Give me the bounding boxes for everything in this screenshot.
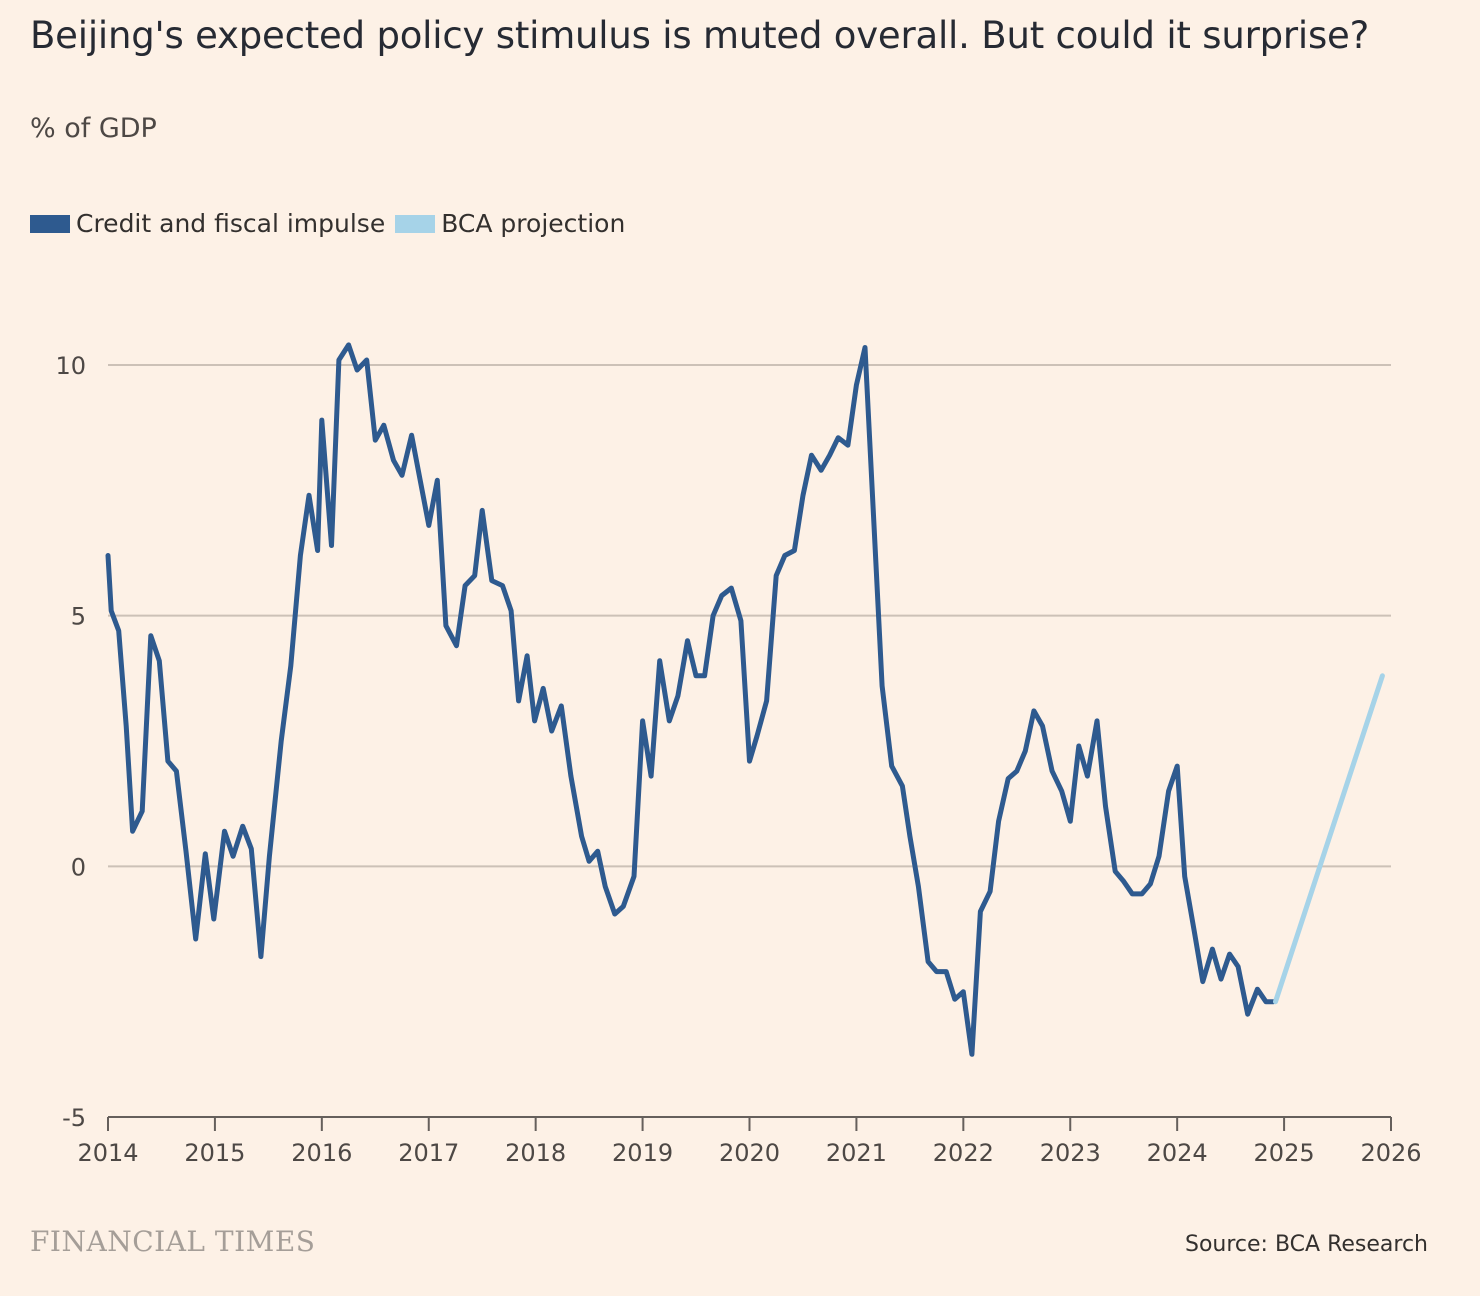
source-note: Source: BCA Research: [1185, 1232, 1428, 1257]
x-tick-label-2014: 2014: [77, 1139, 138, 1167]
legend-swatch-impulse: [30, 214, 70, 233]
legend-item-projection: BCA projection: [395, 209, 625, 238]
legend: Credit and fiscal impulse BCA projection: [30, 209, 635, 238]
y-tick-label--5: -5: [62, 1104, 86, 1132]
x-axis: 2014 2015 2016 2017 2018 2019 2020 2021 2022 2023…: [77, 1116, 1422, 1167]
y-axis-labels: 10 5 0 -5: [55, 352, 86, 1132]
legend-swatch-projection: [395, 214, 436, 233]
y-tick-label-10: 10: [55, 352, 86, 380]
chart-title: Beijing's expected policy stimulus is mu…: [30, 14, 1370, 57]
chart-subtitle: % of GDP: [30, 113, 157, 144]
x-tick-label-2022: 2022: [933, 1139, 994, 1167]
x-tick-label-2017: 2017: [398, 1139, 459, 1167]
series-line-projection: [1273, 673, 1385, 1005]
brand-logo-text: FINANCIAL TIMES: [30, 1225, 316, 1258]
x-tick-label-2015: 2015: [184, 1139, 245, 1167]
x-tick-label-2024: 2024: [1147, 1139, 1208, 1167]
x-tick-label-2023: 2023: [1040, 1139, 1101, 1167]
legend-item-impulse: Credit and fiscal impulse: [30, 209, 385, 238]
x-tick-label-2021: 2021: [826, 1139, 887, 1167]
series-lines: [105, 342, 1385, 1057]
x-tick-label-2018: 2018: [505, 1139, 566, 1167]
x-tick-label-2026: 2026: [1360, 1139, 1421, 1167]
gridlines: [108, 364, 1391, 868]
legend-label-projection: BCA projection: [441, 209, 626, 238]
series-line-impulse: [105, 342, 1276, 1057]
legend-label-impulse: Credit and fiscal impulse: [76, 209, 386, 238]
x-tick-label-2025: 2025: [1254, 1139, 1315, 1167]
x-tick-label-2019: 2019: [612, 1139, 673, 1167]
y-tick-label-5: 5: [71, 603, 86, 631]
x-tick-label-2020: 2020: [719, 1139, 780, 1167]
x-tick-label-2016: 2016: [291, 1139, 352, 1167]
y-tick-label-0: 0: [71, 853, 86, 881]
